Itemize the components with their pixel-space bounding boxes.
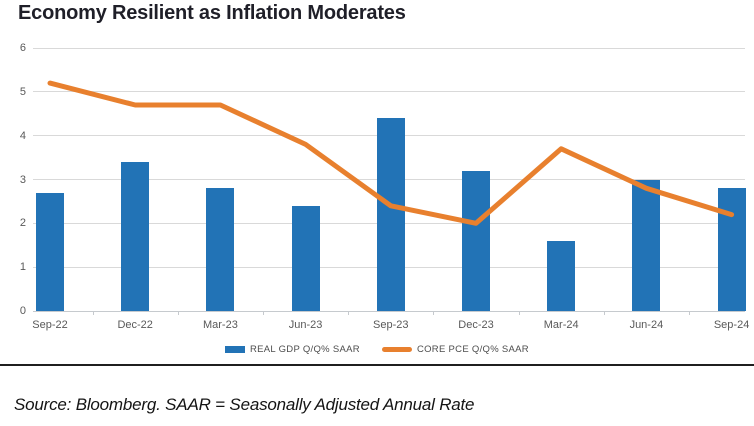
x-axis-label-jun-23: Jun-23 [288, 319, 323, 331]
y-axis-label-5: 5 [19, 85, 26, 98]
bottom-rule [0, 364, 754, 366]
bar-mar-23 [206, 188, 235, 311]
x-axis-label-jun-24: Jun-24 [629, 319, 664, 331]
gridline-y6 [33, 47, 745, 49]
chart-legend: REAL GDP Q/Q% SAAR CORE PCE Q/Q% SAAR [0, 344, 754, 355]
bar-sep-23 [376, 118, 405, 311]
x-axis-tick [92, 311, 94, 315]
line-series-swatch [381, 347, 412, 352]
x-axis-label-sep-23: Sep-23 [373, 319, 409, 331]
legend-item-real-gdp: REAL GDP Q/Q% SAAR [225, 344, 360, 355]
bar-dec-22 [121, 162, 150, 311]
bar-jun-24 [632, 179, 661, 311]
bar-jun-23 [291, 205, 320, 311]
x-axis-label-sep-24: Sep-24 [713, 319, 750, 331]
y-axis-label-3: 3 [19, 173, 26, 186]
x-axis-tick [518, 311, 520, 315]
legend-item-core-pce: CORE PCE Q/Q% SAAR [381, 344, 529, 355]
x-axis-tick [433, 311, 435, 315]
gridline-y0 [33, 310, 745, 312]
x-axis-label-mar-23: Mar-23 [202, 319, 238, 331]
y-axis-label-0: 0 [19, 305, 26, 317]
bar-series-swatch [225, 346, 245, 353]
bar-mar-24 [547, 240, 576, 311]
chart-title: Economy Resilient as Inflation Moderates [18, 2, 406, 24]
y-axis-label-1: 1 [19, 261, 26, 274]
x-axis-tick [348, 311, 350, 315]
y-axis-label-6: 6 [19, 42, 26, 54]
x-axis-tick [177, 311, 179, 315]
legend-label-core-pce: CORE PCE Q/Q% SAAR [416, 344, 529, 355]
gridline-y5 [33, 91, 745, 93]
x-axis-label-sep-22: Sep-22 [32, 319, 68, 331]
x-axis-tick [603, 311, 605, 315]
y-axis-label-2: 2 [19, 217, 26, 230]
bar-sep-22 [36, 192, 64, 311]
x-axis-label-dec-23: Dec-23 [458, 319, 494, 331]
x-axis-tick [263, 311, 264, 315]
legend-label-real-gdp: REAL GDP Q/Q% SAAR [250, 344, 360, 355]
x-axis-tick [689, 311, 690, 315]
source-note: Source: Bloomberg. SAAR = Seasonally Adj… [14, 395, 475, 414]
bar-sep-24 [717, 188, 746, 311]
x-axis-label-dec-22: Dec-22 [117, 319, 153, 331]
y-axis-label-4: 4 [19, 129, 26, 142]
bar-dec-23 [462, 170, 490, 311]
x-axis-label-mar-24: Mar-24 [543, 319, 579, 331]
